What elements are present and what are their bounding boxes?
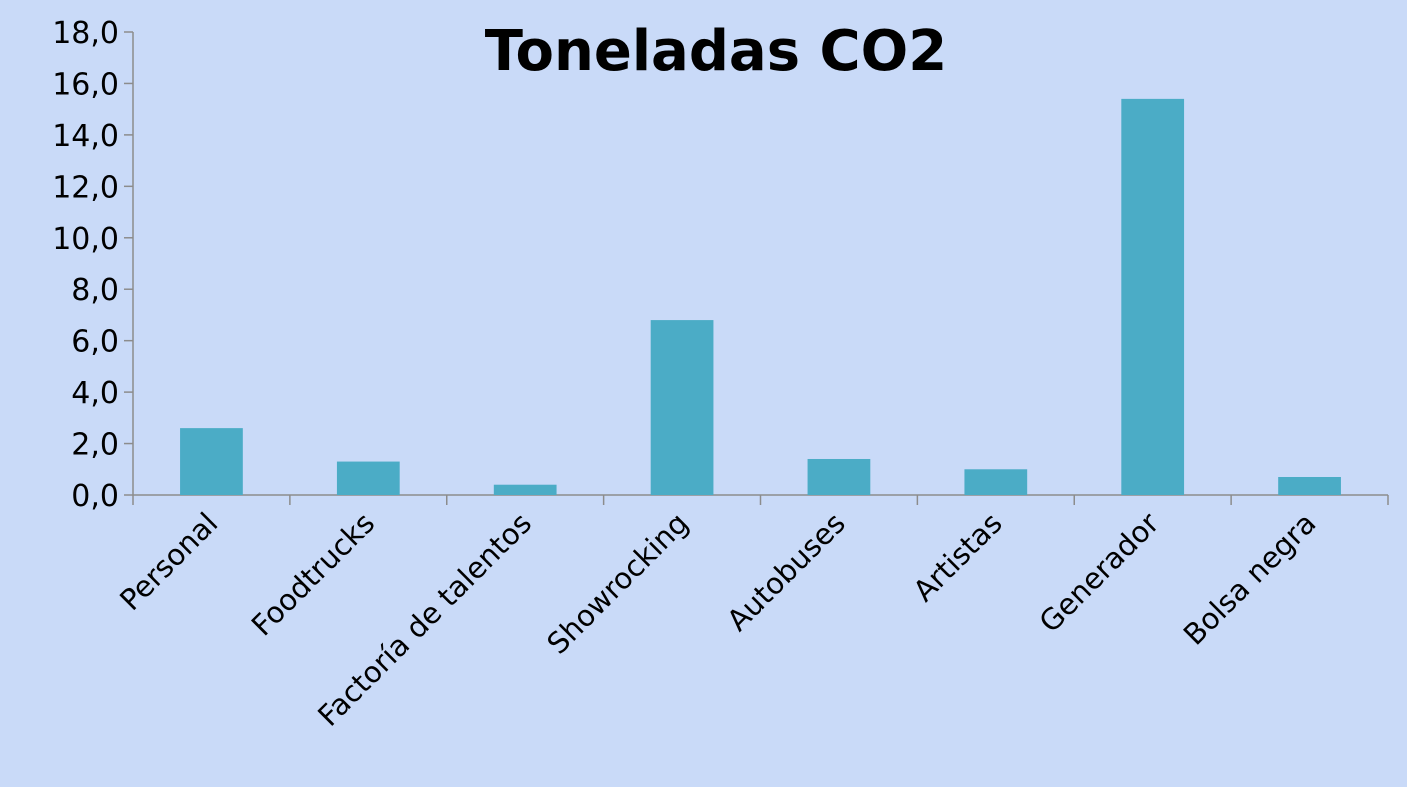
bar-autobuses	[807, 458, 871, 495]
chart-title: Toneladas CO2	[484, 19, 948, 84]
y-tick-label: 16,0	[52, 67, 119, 102]
y-tick-label: 18,0	[52, 16, 119, 51]
bar-foodtrucks	[336, 461, 400, 495]
bar-personal	[180, 428, 243, 495]
y-tick-label: 4,0	[71, 376, 119, 411]
bar-artistas	[964, 469, 1028, 495]
y-tick-label: 10,0	[52, 222, 119, 257]
y-tick-label: 14,0	[52, 119, 119, 154]
y-tick-label: 2,0	[71, 428, 119, 463]
bar-bolsa-negra	[1278, 476, 1341, 495]
y-tick-label: 6,0	[71, 325, 119, 360]
x-tick-label: Foodtrucks	[245, 506, 382, 643]
y-tick-label: 8,0	[71, 273, 119, 308]
bar-generador	[1121, 98, 1185, 495]
y-tick-label: 12,0	[52, 170, 119, 205]
y-tick-label: 0,0	[71, 479, 119, 514]
bar-factor-a-de-talentos	[493, 484, 557, 495]
x-tick-label: Showrocking	[540, 506, 695, 661]
x-tick-label: Bolsa negra	[1177, 506, 1323, 652]
x-tick-label: Artistas	[907, 506, 1009, 608]
x-tick-label: Generador	[1032, 506, 1165, 639]
x-tick-label: Personal	[113, 506, 224, 617]
x-tick-label: Autobuses	[720, 506, 852, 638]
bar-showrocking	[650, 320, 714, 495]
